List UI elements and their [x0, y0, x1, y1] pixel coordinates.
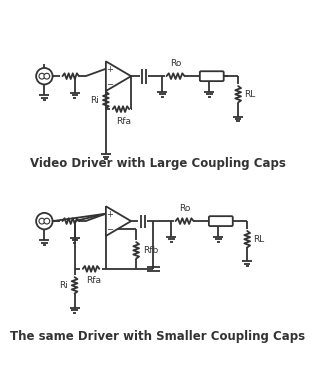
Polygon shape — [106, 61, 131, 91]
FancyBboxPatch shape — [200, 71, 224, 81]
Text: +: + — [106, 65, 113, 74]
Text: Video Driver with Large Coupling Caps: Video Driver with Large Coupling Caps — [30, 157, 286, 170]
Text: Ro: Ro — [179, 204, 190, 213]
Circle shape — [39, 218, 45, 224]
Text: Rfb: Rfb — [143, 246, 158, 255]
Circle shape — [36, 68, 52, 84]
Circle shape — [39, 73, 45, 79]
Text: −: − — [106, 225, 113, 234]
Text: Rfa: Rfa — [116, 116, 131, 125]
Text: −: − — [106, 80, 113, 89]
Circle shape — [44, 218, 50, 224]
Text: RL: RL — [244, 90, 255, 99]
Text: The same Driver with Smaller Coupling Caps: The same Driver with Smaller Coupling Ca… — [10, 330, 306, 343]
Text: Ro: Ro — [170, 59, 181, 68]
Text: +: + — [106, 210, 113, 219]
Text: RL: RL — [253, 235, 264, 244]
Circle shape — [44, 73, 50, 79]
Circle shape — [36, 213, 52, 229]
Text: Rfa: Rfa — [86, 276, 101, 285]
Polygon shape — [106, 206, 131, 236]
Text: Ri: Ri — [59, 281, 68, 290]
FancyBboxPatch shape — [209, 216, 233, 226]
Text: Ri: Ri — [90, 96, 99, 105]
